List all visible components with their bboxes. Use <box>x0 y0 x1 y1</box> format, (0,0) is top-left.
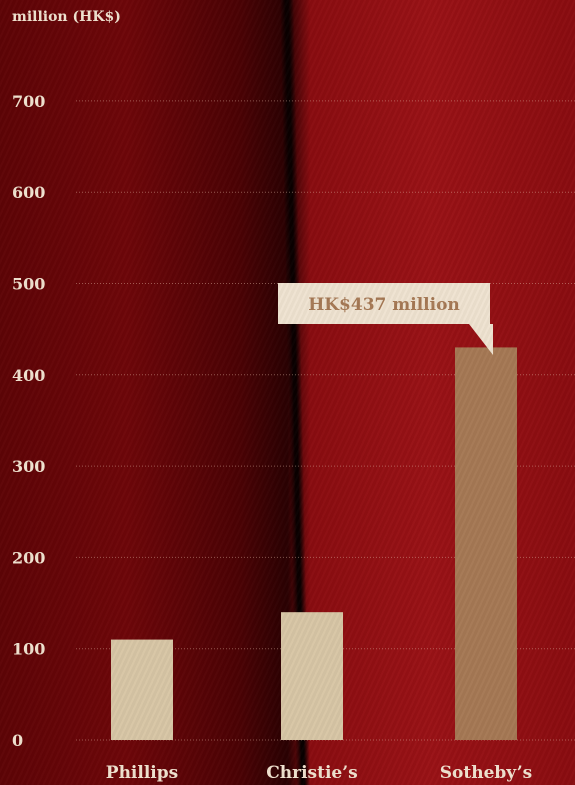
bar <box>111 639 173 740</box>
y-tick-label: 100 <box>12 640 45 659</box>
y-axis-ticks: 0 100 200 300 400 500 600 700 <box>12 92 45 750</box>
y-tick-label: 700 <box>12 92 45 111</box>
x-axis-labels: Phillips Christie’s Sotheby’s <box>106 763 532 783</box>
y-tick-label: 600 <box>12 183 45 202</box>
bar <box>455 347 517 740</box>
y-tick-label: 400 <box>12 366 45 385</box>
bars <box>111 347 517 740</box>
y-tick-label: 0 <box>12 731 23 750</box>
x-category-label: Phillips <box>106 763 178 783</box>
y-tick-label: 300 <box>12 457 45 476</box>
y-tick-label: 200 <box>12 548 45 567</box>
y-tick-label: 500 <box>12 275 45 294</box>
x-category-label: Sotheby’s <box>440 763 533 783</box>
callout-box <box>278 283 493 355</box>
y-axis-unit-label: million (HK$) <box>12 9 121 25</box>
value-callout: HK$437 million <box>278 283 493 355</box>
bar <box>281 612 343 740</box>
x-category-label: Christie’s <box>266 763 358 783</box>
callout-label: HK$437 million <box>308 295 460 315</box>
